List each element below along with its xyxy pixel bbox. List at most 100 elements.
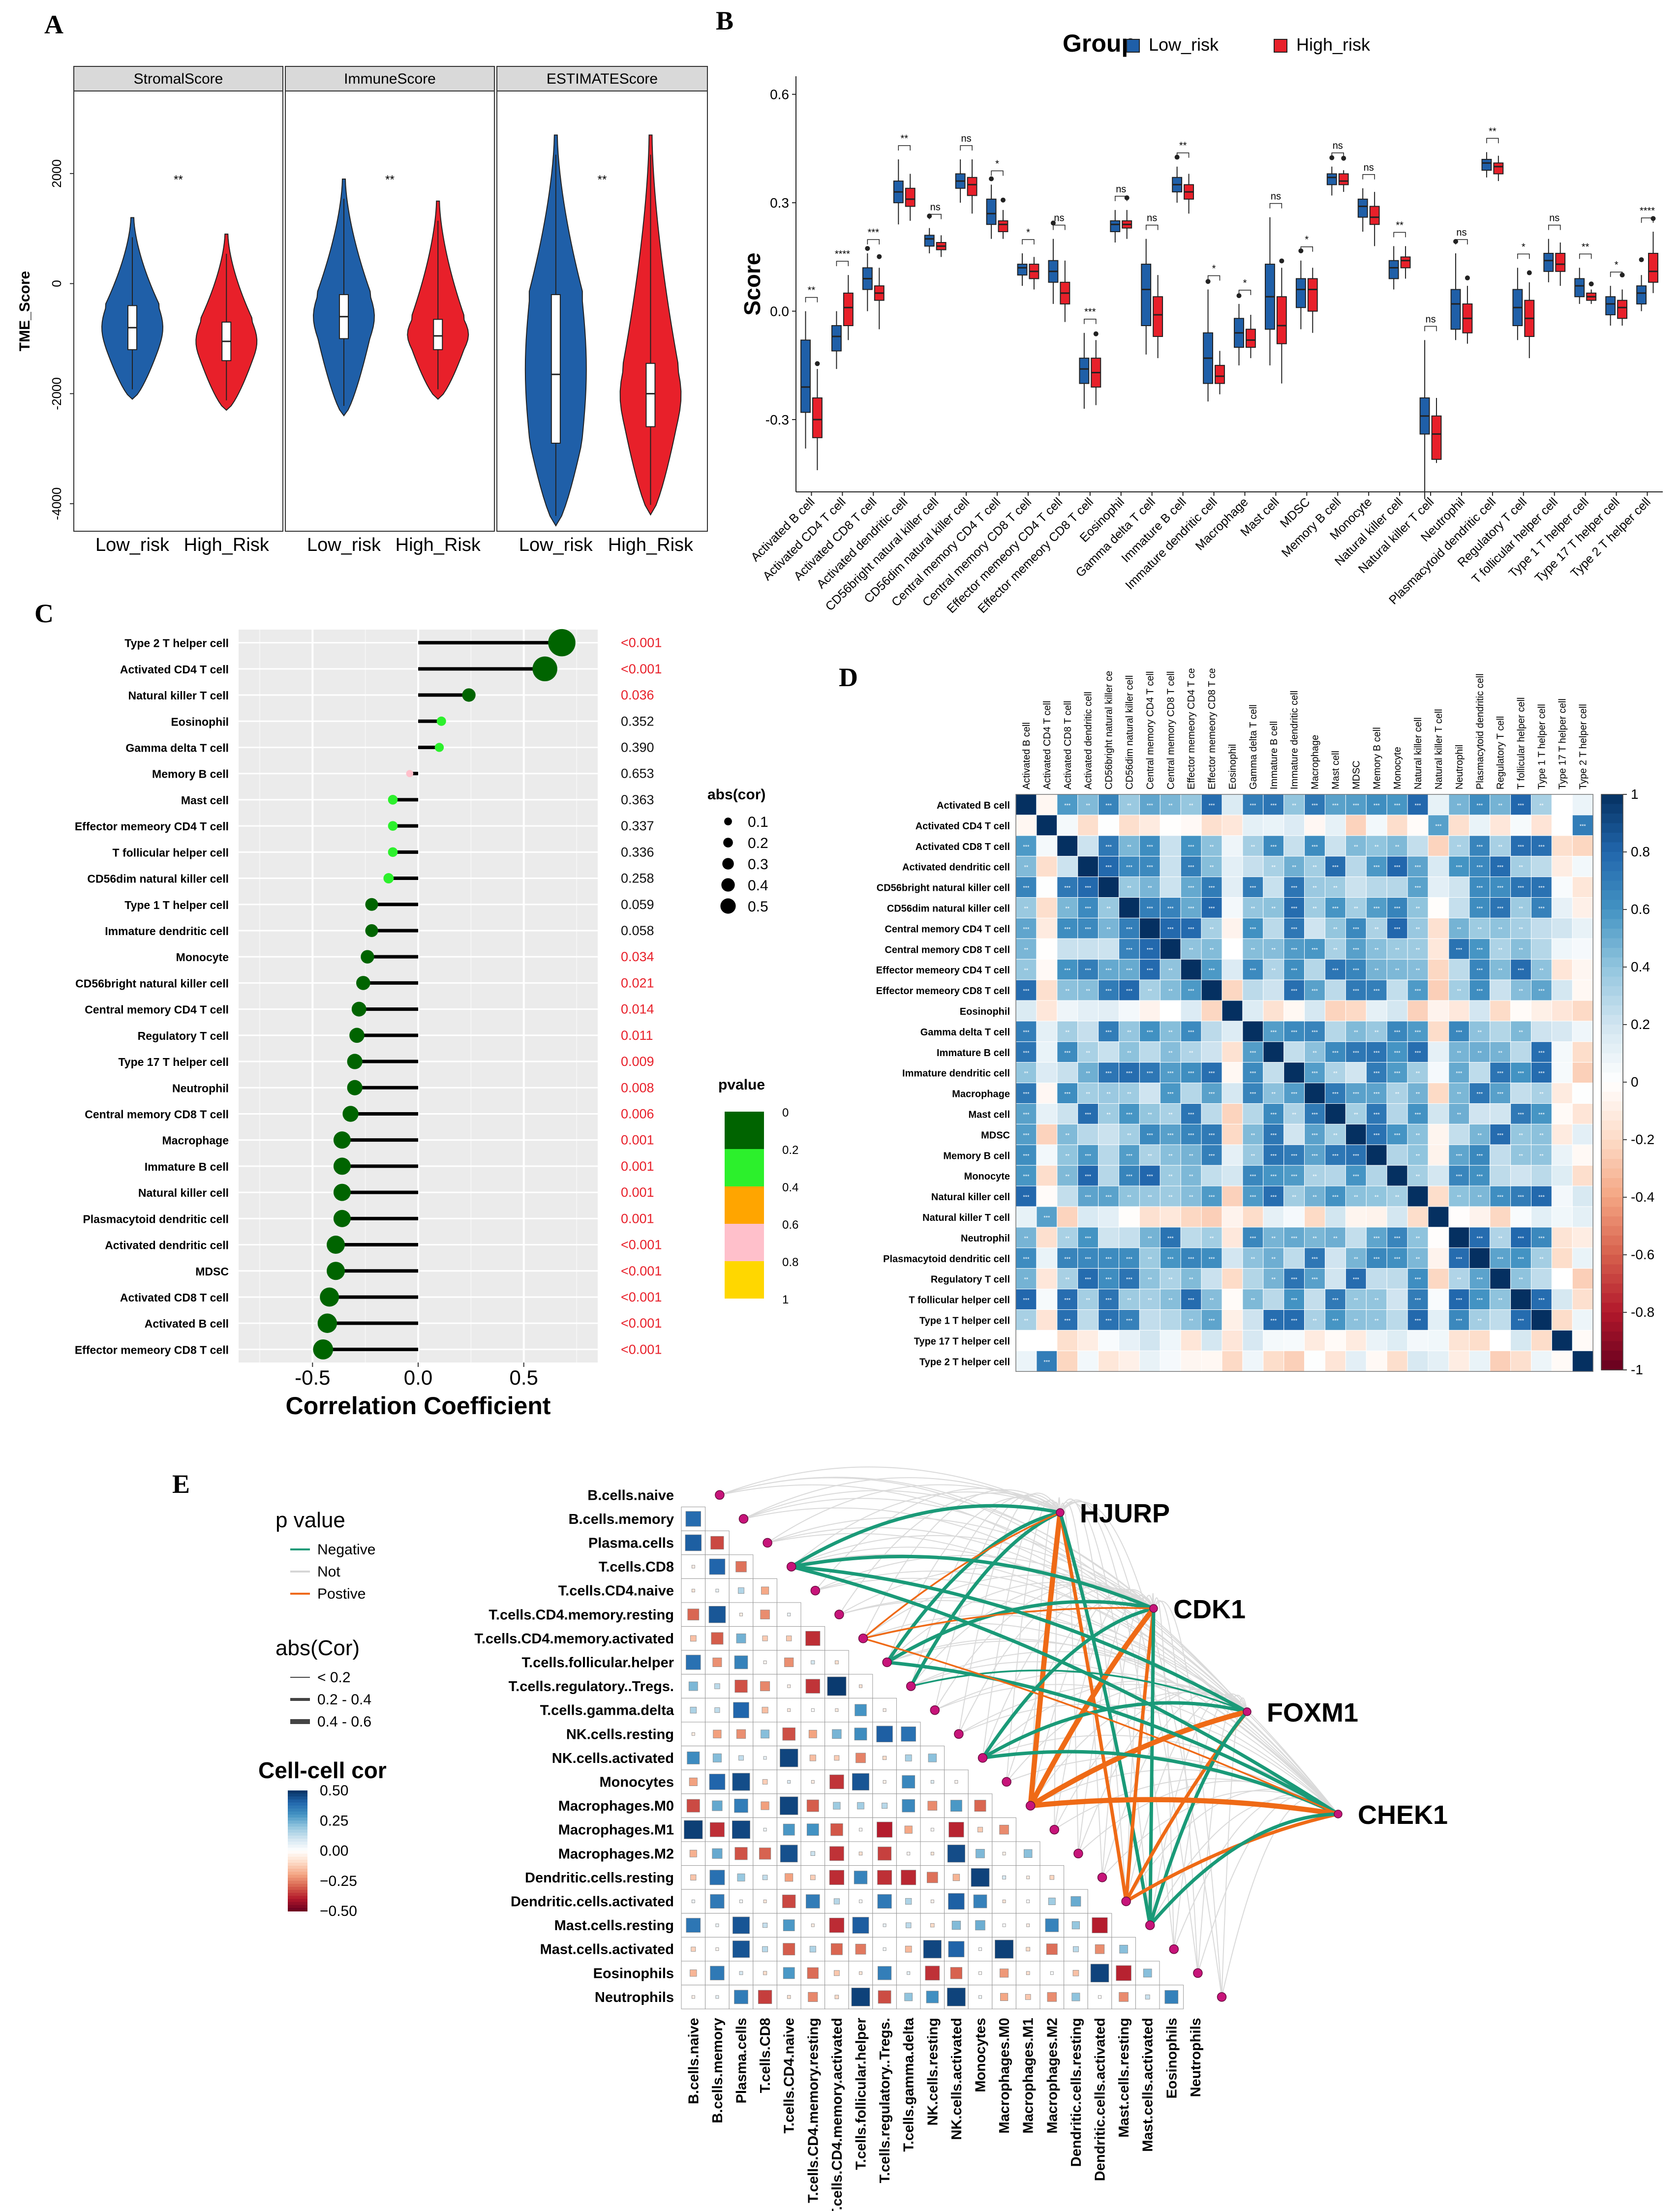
matrix-square — [787, 1612, 791, 1616]
significance-stars: ** — [1313, 1050, 1317, 1056]
significance-stars: ** — [1416, 926, 1420, 932]
heatmap-cell — [1428, 877, 1449, 898]
significance-stars: *** — [1353, 1174, 1360, 1180]
significance-stars: *** — [1497, 885, 1504, 891]
row-label: Immature dendritic cell — [902, 1068, 1010, 1079]
significance-stars: ** — [1477, 1030, 1482, 1035]
matrix-square — [691, 1995, 695, 1999]
matrix-square — [907, 1851, 911, 1855]
heatmap-cell — [1448, 1330, 1470, 1351]
significance-stars: *** — [1497, 1132, 1504, 1138]
heatmap-cell — [1386, 1206, 1408, 1228]
box — [924, 235, 935, 247]
heatmap-cell — [1222, 1268, 1243, 1290]
significance-bracket — [1610, 272, 1623, 277]
significance-stars: *** — [1023, 1298, 1030, 1303]
heatmap-cell — [1510, 1062, 1532, 1084]
column-label: Activated dendritic cell — [1083, 692, 1094, 789]
significance-stars: *** — [1394, 803, 1401, 809]
box — [1617, 300, 1628, 319]
matrix-square — [734, 1990, 748, 2004]
matrix-square — [876, 1726, 893, 1742]
heatmap-cell — [1201, 1144, 1222, 1166]
heatmap-cell — [1551, 897, 1573, 918]
matrix-square — [877, 1894, 892, 1909]
significance-stars: *** — [1126, 988, 1133, 994]
significance-stars: ** — [1375, 1318, 1379, 1324]
heatmap-cell — [1242, 1185, 1264, 1207]
colorbar-segment — [288, 1802, 307, 1806]
significance-stars: ** — [1539, 1153, 1544, 1159]
matrix-square — [928, 1754, 937, 1762]
heatmap-cell — [1160, 1309, 1181, 1331]
colorbar-segment — [1601, 861, 1623, 872]
heatmap-cell — [1119, 1227, 1140, 1248]
heatmap-cell — [1345, 1123, 1367, 1145]
matrix-square — [1026, 1971, 1030, 1975]
matrix-square — [709, 1774, 726, 1790]
row-label: T.cells.CD4.memory.activated — [474, 1631, 674, 1647]
heatmap-cell — [1201, 1330, 1222, 1351]
heatmap-cell — [1304, 877, 1326, 898]
box — [1141, 264, 1152, 327]
significance-stars: ** — [1127, 1132, 1131, 1138]
network-edge-not-significant — [1221, 1697, 1248, 1997]
heatmap-cell — [1057, 1289, 1078, 1310]
cell-node — [977, 1753, 988, 1763]
heatmap-cell — [1036, 1144, 1058, 1166]
heatmap-cell — [1015, 1206, 1037, 1228]
matrix-square — [1073, 1946, 1079, 1952]
column-label: Macrophages.M0 — [997, 2018, 1012, 2133]
matrix-square — [977, 1827, 983, 1833]
heatmap-cell — [1428, 835, 1449, 857]
significance-bracket — [867, 239, 880, 245]
column-label: Monocytes — [973, 2018, 989, 2092]
p-value-label: 0.011 — [621, 1028, 653, 1043]
heatmap-cell — [1222, 835, 1243, 857]
significance-stars: *** — [1023, 1132, 1030, 1138]
heatmap-cell — [1077, 1309, 1099, 1331]
heatmap-cell — [1119, 1041, 1140, 1063]
colorbar-segment — [1601, 1140, 1623, 1150]
heatmap-cell — [1345, 1227, 1367, 1248]
matrix-square — [995, 1939, 1014, 1959]
colorbar-segment — [1601, 833, 1623, 843]
heatmap-cell — [1428, 917, 1449, 939]
p-value-label: 0.006 — [621, 1106, 654, 1121]
matrix-square — [787, 1708, 791, 1712]
matrix-square — [904, 1993, 913, 2001]
significance-stars: *** — [1085, 1112, 1092, 1118]
matrix-square — [732, 1773, 750, 1791]
colorbar-segment — [1601, 909, 1623, 920]
significance-stars: ** — [1127, 844, 1131, 850]
significance-stars: ** — [1086, 1050, 1090, 1056]
heatmap-cell — [1180, 917, 1202, 939]
box — [433, 319, 443, 350]
heatmap-cell — [1304, 938, 1326, 960]
heatmap-cell — [1098, 835, 1120, 857]
colorbar-segment — [1601, 996, 1623, 1006]
matrix-square — [950, 1967, 963, 1979]
significance-stars: *** — [1476, 1091, 1483, 1097]
matrix-square — [905, 1898, 912, 1905]
heatmap-cell — [1345, 1062, 1367, 1084]
significance-stars: ** — [1354, 906, 1358, 911]
matrix-square — [1002, 1923, 1006, 1927]
significance-stars: *** — [1023, 1256, 1030, 1262]
colorbar-segment — [1601, 1178, 1623, 1188]
colorbar-segment — [1601, 1226, 1623, 1236]
heatmap-cell — [1428, 1083, 1449, 1104]
significance-stars: ** — [1313, 1318, 1317, 1324]
heatmap-cell — [1428, 1000, 1449, 1022]
colorbar-segment — [288, 1815, 307, 1818]
box — [1400, 256, 1411, 269]
significance-stars: *** — [1476, 968, 1483, 973]
significance-label: **** — [835, 249, 850, 260]
matrix-square — [906, 1922, 912, 1928]
heatmap-cell — [1201, 1062, 1222, 1084]
heatmap-cell — [1325, 938, 1346, 960]
significance-stars: ** — [1127, 1030, 1131, 1035]
significance-label: * — [1522, 242, 1526, 252]
heatmap-cell — [1510, 1123, 1532, 1145]
